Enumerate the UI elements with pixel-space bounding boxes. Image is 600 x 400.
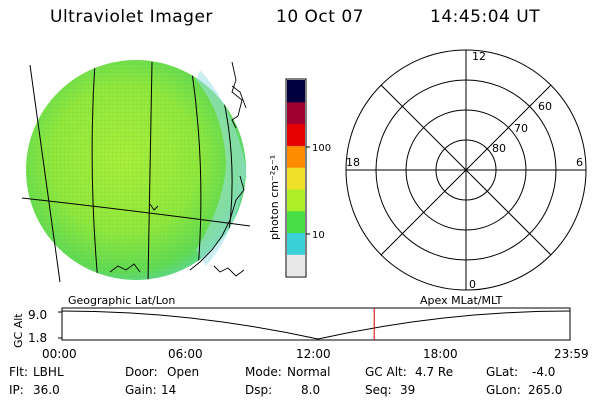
coastlines	[109, 61, 247, 277]
dsp-label: Dsp:	[245, 383, 273, 397]
earth-image	[21, 60, 251, 283]
altitude-curve	[61, 310, 571, 340]
door-label: Door:	[125, 365, 158, 379]
colorbar-cell	[287, 101, 305, 125]
time-tick-1800: 18:00	[423, 347, 458, 361]
time-tick-0600: 06:00	[168, 347, 203, 361]
map-label-geographic: Geographic Lat/Lon	[68, 294, 175, 307]
mlt-label-12: 12	[472, 50, 486, 63]
polar-diagonal	[380, 84, 552, 256]
colorbar-frame	[285, 78, 307, 278]
colorbar-tick-label-10: 10	[312, 230, 325, 241]
colorbar-cell	[287, 188, 305, 212]
time-tick-2359: 23:59	[554, 347, 589, 361]
mlt-label-6: 6	[576, 156, 583, 169]
dsp-value: 8.0	[301, 383, 321, 397]
gain-value: 14	[161, 383, 177, 397]
mode-value: Normal	[287, 365, 331, 379]
altitude-tick-low: 1.8	[28, 331, 47, 345]
colorbar-fill	[287, 80, 305, 277]
glon-value: 265.0	[528, 383, 563, 397]
mlt-label-18: 18	[346, 156, 360, 169]
colorbar-unit-label: photon cm⁻²s⁻¹	[268, 155, 281, 240]
colorbar-cell	[287, 210, 305, 234]
door-value: Open	[167, 365, 200, 379]
meridian-line	[91, 61, 99, 280]
colorbar-cell	[287, 254, 305, 277]
gain-label: Gain:	[125, 383, 157, 397]
earth-disk-texture	[26, 60, 246, 280]
observation-date: 10 Oct 07	[276, 7, 364, 27]
altitude-tick-high: 9.0	[28, 308, 47, 322]
gcalt-value: 4.7 Re	[415, 365, 454, 379]
glat-label: GLat:	[486, 365, 519, 379]
colorbar-cell	[287, 145, 305, 168]
mlat-label-60: 60	[538, 100, 552, 113]
limb-glow	[196, 70, 246, 266]
meridian-line	[29, 64, 61, 283]
mlt-label-0: 0	[469, 278, 476, 291]
seq-value: 39	[400, 383, 416, 397]
polar-plot	[345, 49, 587, 291]
map-label-apex: Apex MLat/MLT	[420, 294, 503, 307]
mlat-label-80: 80	[492, 142, 506, 155]
ip-label: IP:	[9, 383, 24, 397]
ip-value: 36.0	[33, 383, 60, 397]
colorbar-cell	[287, 123, 305, 146]
colorbar-cell	[287, 167, 305, 190]
mlat-label-70: 70	[514, 122, 528, 135]
seq-label: Seq:	[365, 383, 392, 397]
altitude-plot-frame	[61, 307, 571, 341]
meridian-line	[191, 71, 202, 271]
glat-value: -4.0	[532, 365, 556, 379]
altitude-plot: Geographic Lat/Lon Apex MLat/MLT GC Alt …	[12, 294, 589, 361]
colorbar: 100 10 photon cm⁻²s⁻¹	[268, 78, 331, 278]
colorbar-cell	[287, 232, 305, 255]
colorbar-tick-label-100: 100	[312, 143, 331, 154]
mode-label: Mode:	[245, 365, 282, 379]
instrument-title: Ultraviolet Imager	[50, 7, 213, 27]
observation-time: 14:45:04 UT	[430, 7, 541, 27]
gcalt-label: GC Alt:	[365, 365, 407, 379]
flt-label: Flt:	[9, 365, 28, 379]
flt-value: LBHL	[33, 365, 64, 379]
polar-labels: 12 18 6 0 60 70 80	[346, 50, 583, 291]
time-tick-1200: 12:00	[296, 347, 331, 361]
altitude-axis-label: GC Alt	[12, 313, 25, 348]
colorbar-cell	[287, 80, 305, 103]
glon-label: GLon:	[486, 383, 521, 397]
meridian-line	[147, 61, 153, 280]
time-tick-0000: 00:00	[42, 347, 77, 361]
